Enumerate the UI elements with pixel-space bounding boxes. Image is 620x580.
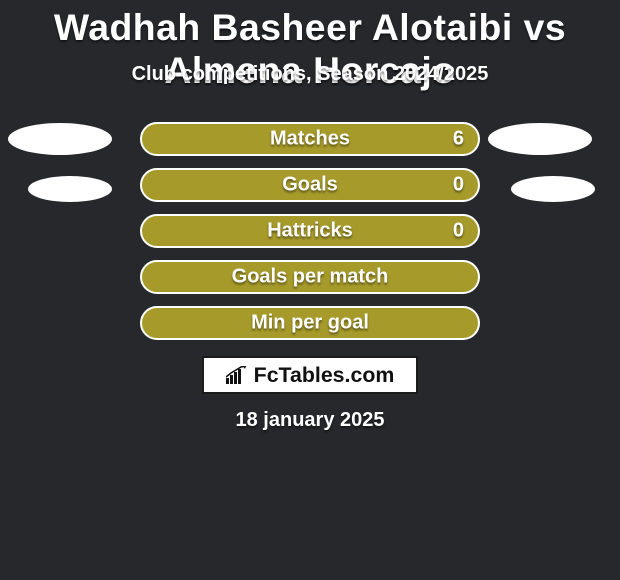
stat-bar-value: 0 <box>453 220 464 243</box>
stat-bar-label: Min per goal <box>142 312 478 335</box>
stat-bar-label: Goals <box>142 174 478 197</box>
chart-bars-icon <box>226 366 248 384</box>
stat-bar-label: Hattricks <box>142 220 478 243</box>
stat-bar: Goals0 <box>140 168 480 202</box>
team-marker-left <box>8 123 112 155</box>
team-marker-left <box>28 176 112 202</box>
stat-bar: Min per goal <box>140 306 480 340</box>
stat-bar: Matches6 <box>140 122 480 156</box>
stat-bar: Hattricks0 <box>140 214 480 248</box>
stats-comparison-card: Wadhah Basheer Alotaibi vs Almena Horcaj… <box>0 0 620 580</box>
stat-bar-label: Matches <box>142 128 478 151</box>
stat-bar-value: 6 <box>453 128 464 151</box>
subtitle: Club competitions, Season 2024/2025 <box>0 63 620 86</box>
stat-bar-label: Goals per match <box>142 266 478 289</box>
team-marker-right <box>511 176 595 202</box>
team-marker-right <box>488 123 592 155</box>
stat-bar: Goals per match <box>140 260 480 294</box>
date-label: 18 january 2025 <box>0 409 620 432</box>
brand-badge: FcTables.com <box>202 356 418 394</box>
brand-text: FcTables.com <box>254 363 395 388</box>
stat-bar-value: 0 <box>453 174 464 197</box>
